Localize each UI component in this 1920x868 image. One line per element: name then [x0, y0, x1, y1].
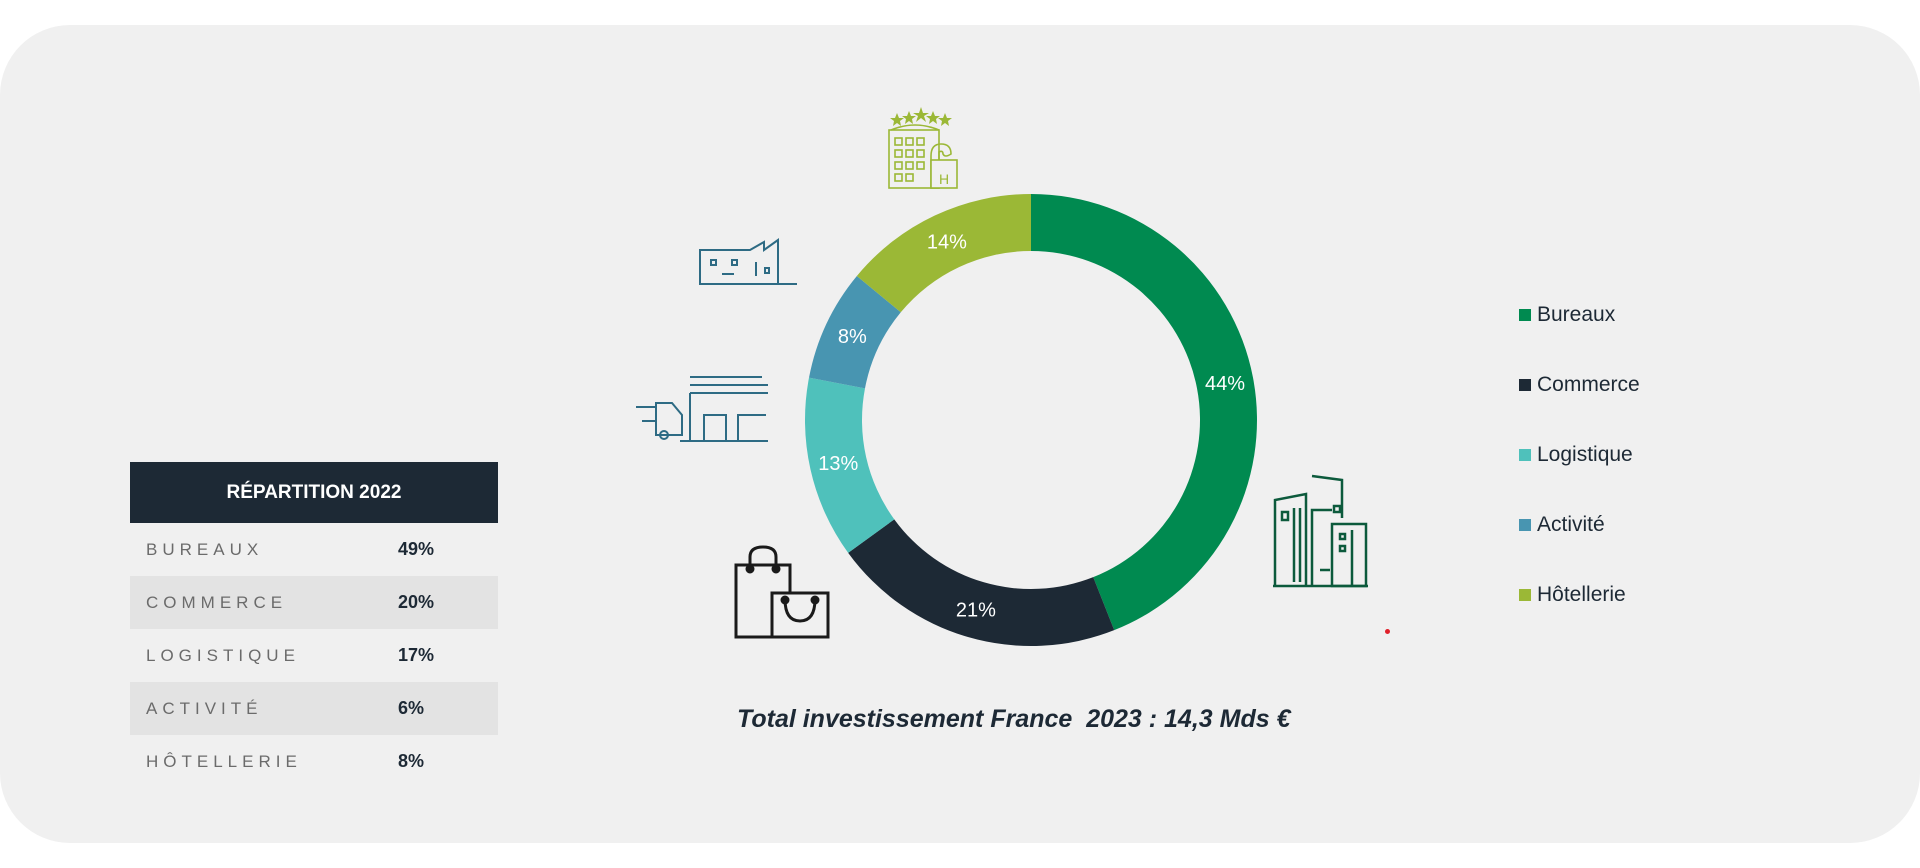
slice-data-label: 21% — [956, 600, 996, 622]
table-row: LOGISTIQUE 17% — [130, 629, 498, 682]
row-label: BUREAUX — [146, 539, 264, 559]
row-value: 49% — [398, 539, 435, 559]
legend-swatch — [1519, 519, 1531, 531]
legend-swatch — [1519, 449, 1531, 461]
legend-item: Bureaux — [1519, 280, 1640, 350]
row-label: LOGISTIQUE — [146, 645, 300, 665]
office-buildings-icon — [1273, 474, 1368, 588]
legend-item: Logistique — [1519, 420, 1640, 490]
row-label: HÔTELLERIE — [146, 751, 302, 771]
legend-swatch — [1519, 589, 1531, 601]
chart-legend: Bureaux Commerce Logistique Activité Hôt… — [1519, 280, 1640, 630]
table-row: HÔTELLERIE 8% — [130, 735, 498, 788]
legend-label: Activité — [1537, 513, 1605, 536]
table-header: RÉPARTITION 2022 — [130, 462, 498, 523]
row-value: 6% — [398, 698, 425, 718]
legend-swatch — [1519, 379, 1531, 391]
legend-swatch — [1519, 309, 1531, 321]
row-label: COMMERCE — [146, 592, 288, 612]
donut-slice-commerce — [848, 519, 1115, 646]
hotel-icon: H — [888, 107, 958, 189]
chart-caption: Total investissement France 2023 : 14,3 … — [737, 705, 1291, 733]
legend-label: Commerce — [1537, 373, 1640, 396]
legend-label: Logistique — [1537, 443, 1633, 466]
table-row: COMMERCE 20% — [130, 576, 498, 629]
donut-slice-logistique — [805, 377, 895, 553]
donut-slice-bureaux — [1031, 194, 1257, 631]
legend-label: Hôtellerie — [1537, 583, 1626, 606]
row-value: 8% — [398, 751, 425, 771]
svg-text:H: H — [939, 171, 949, 187]
factory-icon — [699, 238, 797, 285]
slice-data-label: 44% — [1205, 373, 1245, 395]
truck-warehouse-icon — [636, 376, 768, 442]
row-value: 20% — [398, 592, 435, 612]
row-label: ACTIVITÉ — [146, 698, 263, 718]
legend-item: Commerce — [1519, 350, 1640, 420]
slice-data-label: 13% — [818, 453, 858, 475]
donut-slice-hôtellerie — [856, 194, 1031, 313]
legend-label: Bureaux — [1537, 303, 1616, 326]
row-value: 17% — [398, 645, 435, 665]
slice-data-label: 8% — [838, 326, 867, 348]
legend-item: Activité — [1519, 490, 1640, 560]
legend-item: Hôtellerie — [1519, 560, 1640, 630]
marker-dot — [1385, 629, 1390, 634]
donut-slice-activité — [809, 275, 901, 389]
shopping-bags-icon — [734, 545, 830, 639]
slice-data-label: 14% — [927, 231, 967, 253]
repartition-table: RÉPARTITION 2022 BUREAUX 49% COMMERCE 20… — [130, 462, 498, 788]
table-row: BUREAUX 49% — [130, 523, 498, 576]
table-row: ACTIVITÉ 6% — [130, 682, 498, 735]
